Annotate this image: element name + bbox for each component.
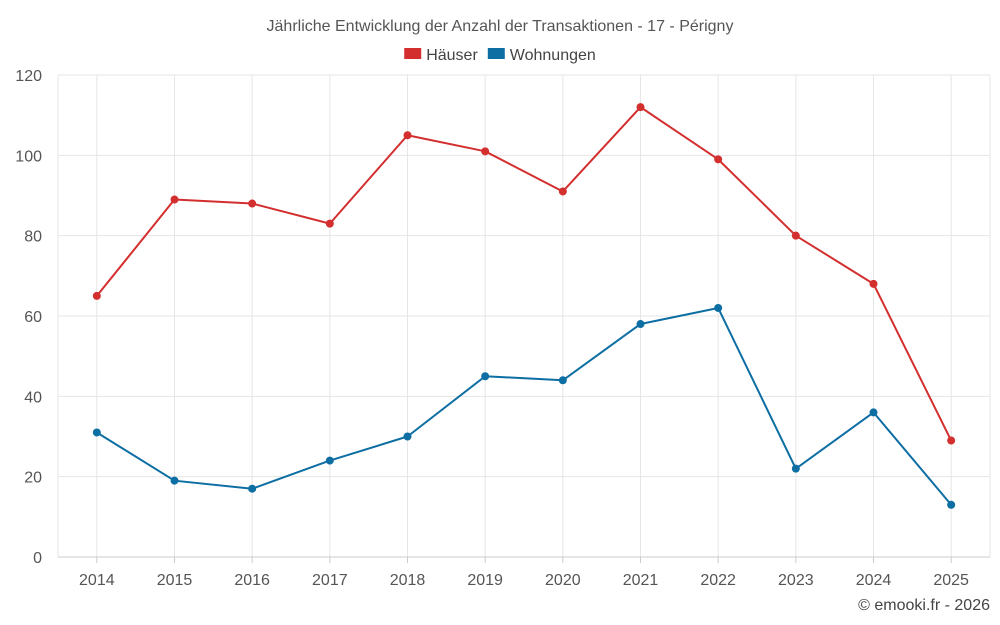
y-tick-label: 20 [24, 470, 42, 487]
data-point[interactable] [947, 500, 956, 509]
y-tick-label: 60 [24, 309, 42, 326]
y-tick-label: 0 [33, 550, 42, 567]
y-tick-label: 100 [15, 148, 42, 165]
x-tick-label: 2015 [157, 572, 193, 589]
data-point[interactable] [403, 432, 412, 441]
series-0 [92, 103, 956, 445]
legend-label[interactable]: Häuser [426, 47, 478, 64]
x-axis: 2014 2015 2016 2017 2018 2019 2020 2021 2022 2023… [79, 557, 969, 589]
data-point[interactable] [869, 408, 878, 417]
data-point[interactable] [714, 303, 723, 312]
data-point[interactable] [558, 187, 567, 196]
data-point[interactable] [869, 279, 878, 288]
data-point[interactable] [636, 320, 645, 329]
data-point[interactable] [947, 436, 956, 445]
data-point[interactable] [481, 372, 490, 381]
data-point[interactable] [92, 291, 101, 300]
x-tick-label: 2020 [545, 572, 581, 589]
legend: Häuser Wohnungen [404, 47, 596, 64]
x-tick-label: 2024 [856, 572, 892, 589]
chart-title: Jährliche Entwicklung der Anzahl der Tra… [267, 18, 734, 35]
data-point[interactable] [325, 219, 334, 228]
legend-swatch [487, 48, 505, 59]
x-tick-label: 2016 [234, 572, 270, 589]
data-point[interactable] [248, 199, 257, 208]
data-point[interactable] [248, 484, 257, 493]
credit-label: © emooki.fr - 2026 [858, 597, 990, 614]
legend-swatch [404, 48, 422, 59]
x-tick-label: 2018 [390, 572, 426, 589]
data-point[interactable] [403, 131, 412, 140]
x-tick-label: 2022 [700, 572, 736, 589]
x-tick-label: 2021 [623, 572, 659, 589]
y-tick-label: 40 [24, 389, 42, 406]
data-point[interactable] [714, 155, 723, 164]
data-point[interactable] [558, 376, 567, 385]
data-point[interactable] [481, 147, 490, 156]
x-tick-label: 2025 [933, 572, 969, 589]
data-point[interactable] [791, 231, 800, 240]
grid [57, 74, 991, 558]
data-point[interactable] [170, 476, 179, 485]
y-tick-label: 120 [15, 68, 42, 85]
data-point[interactable] [170, 195, 179, 204]
data-point[interactable] [636, 103, 645, 112]
x-tick-label: 2014 [79, 572, 115, 589]
data-point[interactable] [791, 464, 800, 473]
x-tick-label: 2019 [467, 572, 503, 589]
series-1 [92, 303, 956, 509]
x-tick-label: 2023 [778, 572, 814, 589]
legend-label[interactable]: Wohnungen [510, 47, 596, 64]
x-tick-label: 2017 [312, 572, 348, 589]
series-line [96, 306, 952, 506]
y-tick-label: 80 [24, 229, 42, 246]
series-line [96, 106, 953, 441]
y-axis: 0 20 40 60 80 100 120 [15, 68, 42, 567]
data-point[interactable] [325, 456, 334, 465]
data-point[interactable] [92, 428, 101, 437]
series-group [92, 103, 956, 509]
